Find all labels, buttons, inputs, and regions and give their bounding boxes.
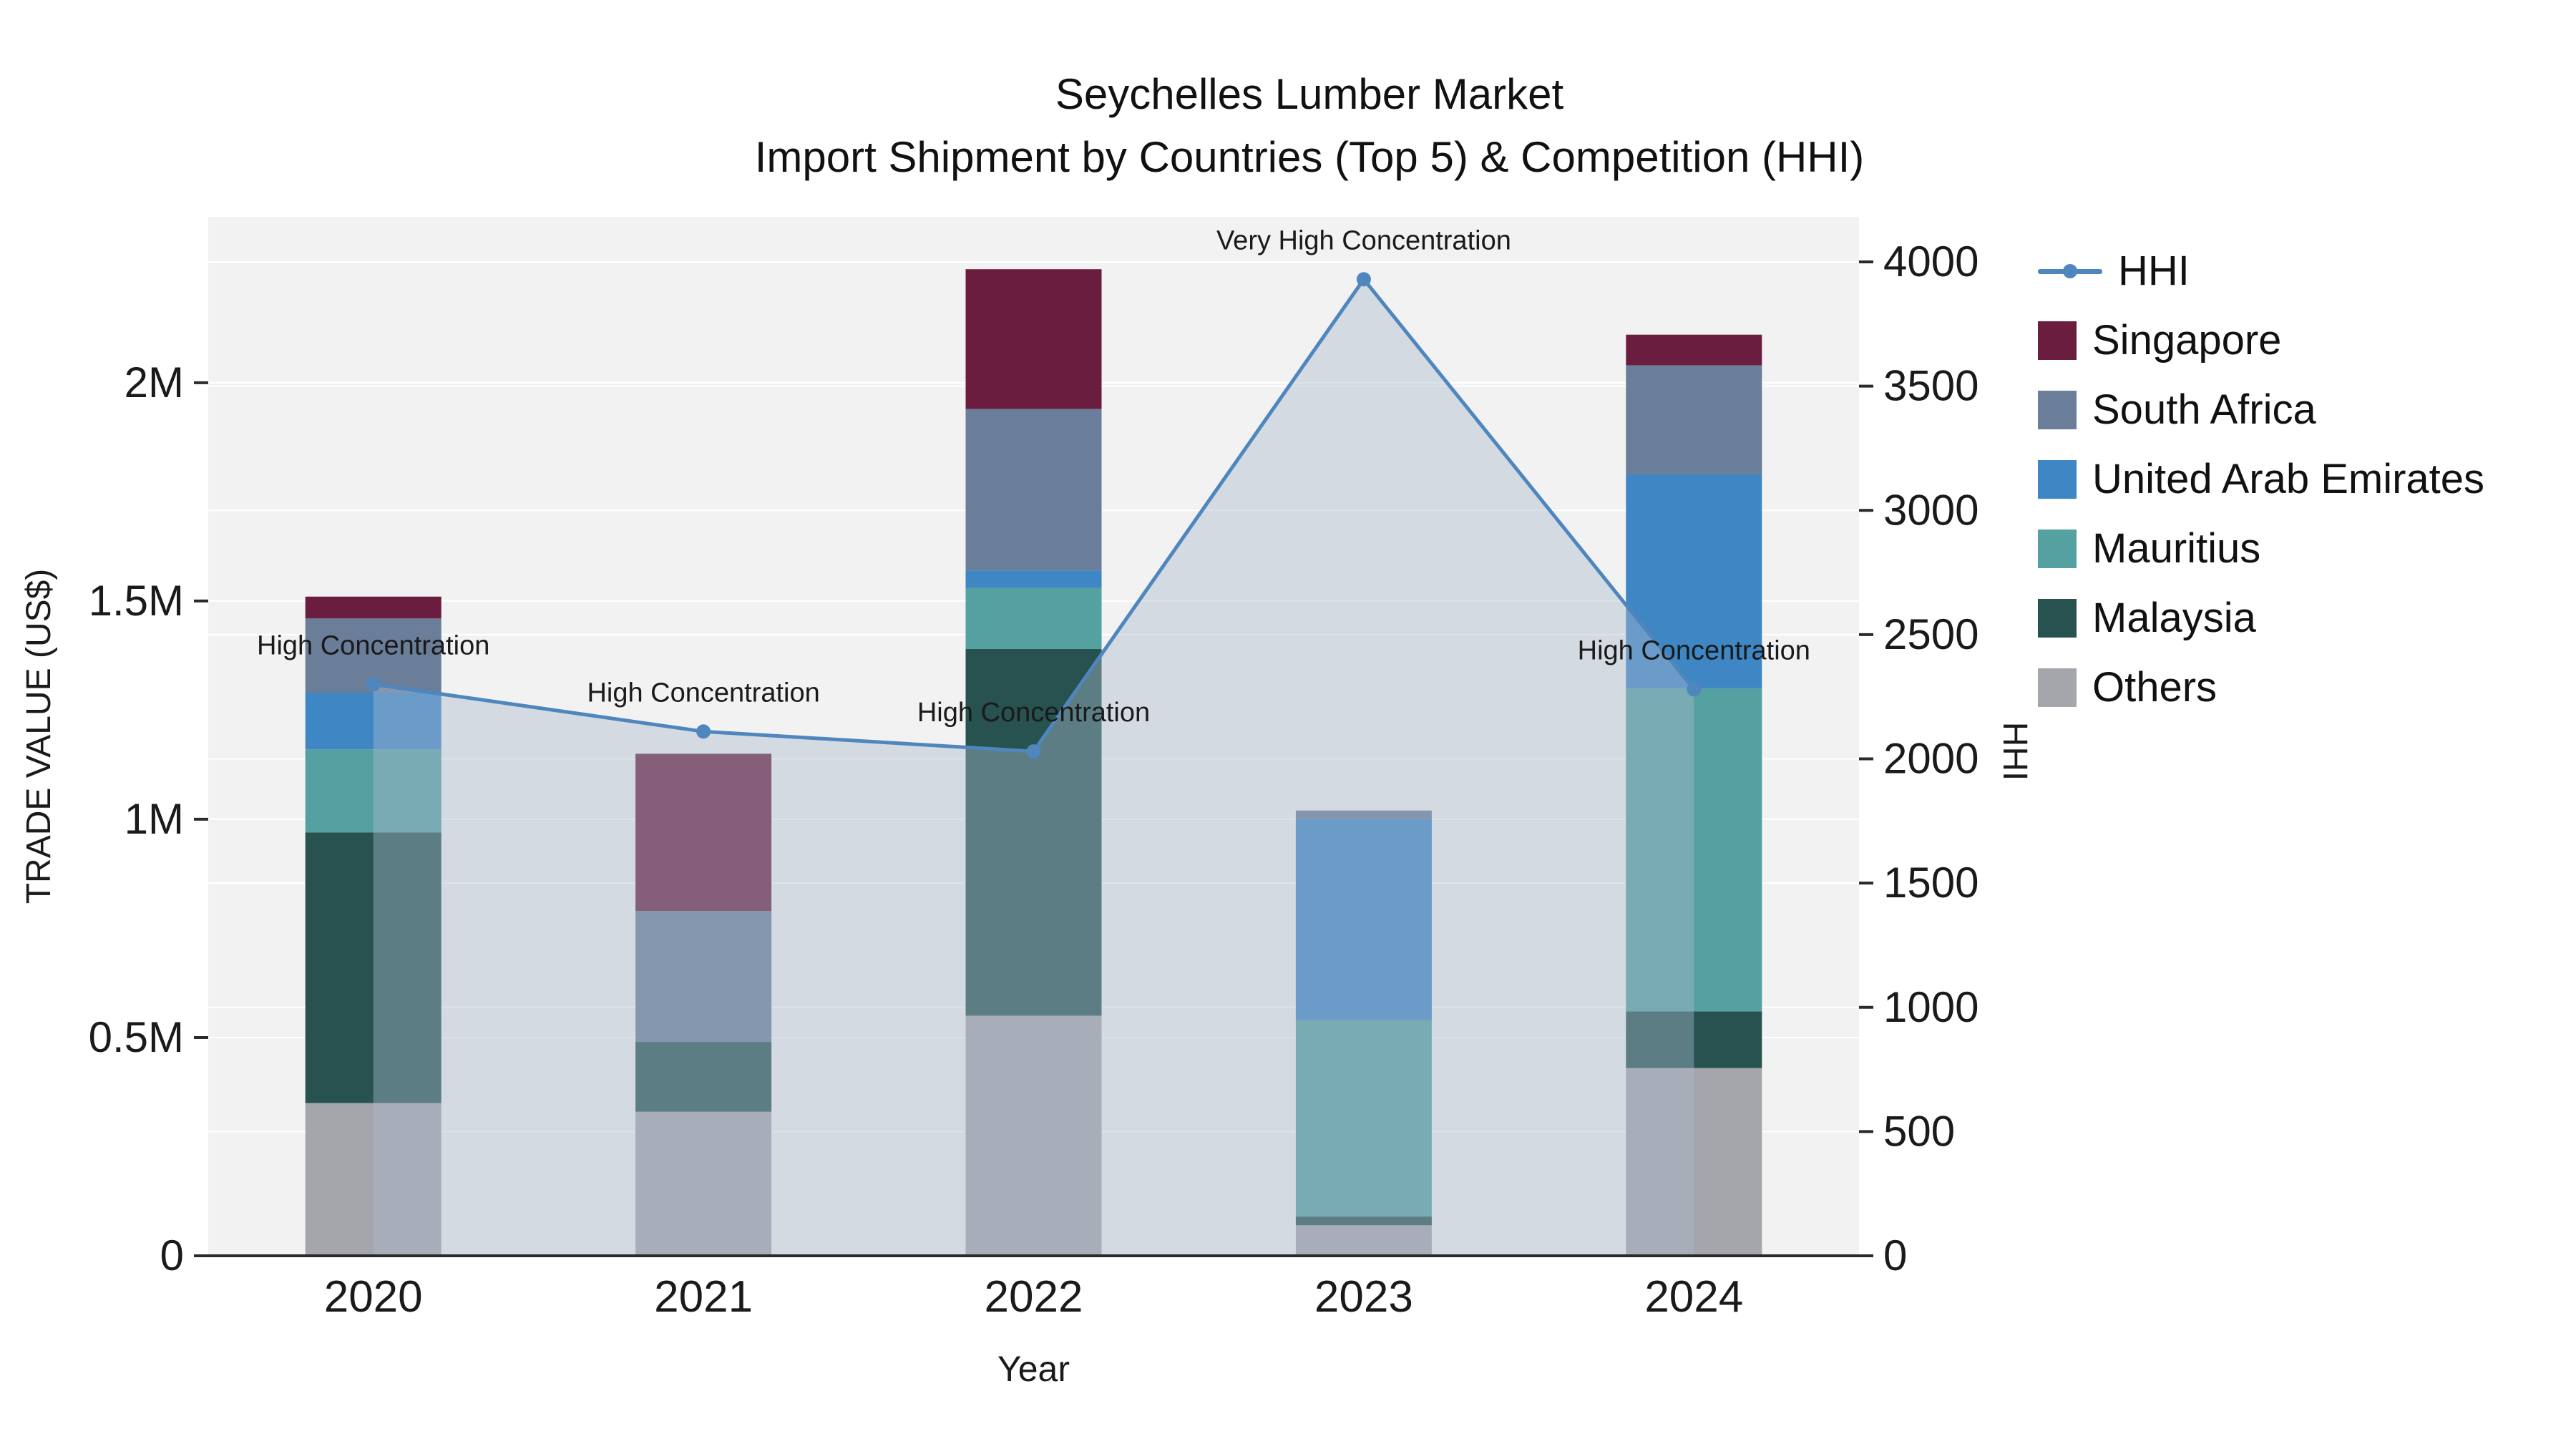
legend-swatch-icon <box>2038 598 2077 638</box>
legend-label: Malaysia <box>2092 595 2256 641</box>
bar-segment-malaysia-2023 <box>1295 1216 1432 1226</box>
legend-label: Singapore <box>2092 317 2282 364</box>
x-axis-title: Year <box>997 1349 1070 1389</box>
chart-title-block: Seychelles Lumber Market Import Shipment… <box>21 63 2576 189</box>
bar-segment-south-africa-2022 <box>965 409 1102 571</box>
bar-segment-others-2024 <box>1626 1068 1762 1256</box>
right-tick-label: 2000 <box>1883 735 1979 783</box>
bar-segment-singapore-2021 <box>635 753 772 912</box>
legend-swatch-icon <box>2038 529 2077 568</box>
x-tick-label-2023: 2023 <box>1314 1272 1413 1322</box>
legend-item-mauritius[interactable]: Mauritius <box>2038 514 2484 583</box>
chart-subtitle: Import Shipment by Countries (Top 5) & C… <box>754 133 1865 181</box>
legend-item-singapore[interactable]: Singapore <box>2038 306 2484 375</box>
left-tick-label: 0 <box>160 1231 184 1279</box>
bar-segment-malaysia-2021 <box>635 1042 772 1112</box>
bar-segment-malaysia-2020 <box>305 832 441 1103</box>
legend-swatch-icon <box>2038 668 2077 707</box>
legend-label: HHI <box>2118 248 2190 294</box>
right-tick-label: 2500 <box>1883 610 1979 658</box>
legend: HHI Singapore South Africa United Arab Emir… <box>2038 236 2484 722</box>
chart-title: Seychelles Lumber Market <box>1055 70 1564 118</box>
legend-swatch-icon <box>2038 321 2077 360</box>
x-tick-label-2021: 2021 <box>654 1272 753 1322</box>
right-tick-label: 1000 <box>1883 983 1979 1031</box>
bar-segment-singapore-2020 <box>305 596 441 619</box>
left-tick-label: 0.5M <box>89 1013 184 1061</box>
right-tick-label: 500 <box>1883 1107 1955 1155</box>
annotation-2020: High Concentration <box>257 630 489 660</box>
x-tick-label-2022: 2022 <box>985 1272 1083 1322</box>
hhi-marker-2021 <box>696 724 711 739</box>
bar-segment-united-arab-emirates-2020 <box>305 692 441 750</box>
x-tick-label-2024: 2024 <box>1644 1272 1743 1322</box>
hhi-marker-2024 <box>1687 682 1702 697</box>
bar-segment-malaysia-2022 <box>965 648 1102 1016</box>
hhi-area-fill <box>373 279 1694 1256</box>
legend-item-others[interactable]: Others <box>2038 653 2484 722</box>
legend-swatch-icon <box>2038 390 2077 429</box>
legend-label: Others <box>2092 664 2218 711</box>
bar-segment-others-2020 <box>305 1103 441 1256</box>
bar-segment-south-africa-2021 <box>635 911 772 1043</box>
hhi-marker-2020 <box>366 677 381 692</box>
right-tick-label: 4000 <box>1883 238 1979 286</box>
bar-segment-malaysia-2024 <box>1626 1011 1762 1068</box>
bar-segment-mauritius-2024 <box>1626 688 1762 1012</box>
annotation-2021: High Concentration <box>587 678 819 708</box>
bar-segment-singapore-2022 <box>965 269 1102 409</box>
bar-segment-others-2021 <box>635 1111 772 1256</box>
right-tick-label: 3500 <box>1883 362 1979 410</box>
bar-segment-mauritius-2023 <box>1295 1020 1432 1217</box>
hhi-marker-2022 <box>1026 744 1041 759</box>
bar-segment-south-africa-2024 <box>1626 365 1762 474</box>
bar-segment-mauritius-2022 <box>965 587 1102 649</box>
legend-item-hhi[interactable]: HHI <box>2038 236 2484 306</box>
bar-segment-others-2023 <box>1295 1225 1432 1256</box>
bar-segment-south-africa-2023 <box>1295 810 1432 819</box>
bar-segment-united-arab-emirates-2024 <box>1626 474 1762 688</box>
right-tick-label: 0 <box>1883 1231 1907 1279</box>
y-axis-title-left: TRADE VALUE (US$) <box>20 569 58 904</box>
legend-swatch-icon <box>2038 459 2077 499</box>
bar-segment-singapore-2024 <box>1626 334 1762 366</box>
bar-segment-others-2022 <box>965 1015 1102 1256</box>
annotation-2022: High Concentration <box>917 698 1150 728</box>
bar-segment-united-arab-emirates-2022 <box>965 570 1102 588</box>
annotation-2023: Very High Concentration <box>1216 225 1511 255</box>
bar-segment-mauritius-2020 <box>305 749 441 833</box>
x-tick-label-2020: 2020 <box>324 1272 423 1322</box>
legend-item-united-arab-emirates[interactable]: United Arab Emirates <box>2038 444 2484 514</box>
legend-label: United Arab Emirates <box>2092 456 2485 502</box>
legend-label: Mauritius <box>2092 525 2261 572</box>
bar-segment-united-arab-emirates-2023 <box>1295 819 1432 1020</box>
legend-item-south-africa[interactable]: South Africa <box>2038 375 2484 444</box>
annotation-2024: High Concentration <box>1578 635 1810 665</box>
left-tick-label: 1.5M <box>89 577 184 625</box>
left-tick-label: 1M <box>125 795 184 843</box>
left-tick-label: 2M <box>125 358 184 406</box>
legend-item-malaysia[interactable]: Malaysia <box>2038 583 2484 653</box>
hhi-line-swatch-icon <box>2038 252 2102 291</box>
hhi-marker-2023 <box>1356 272 1371 287</box>
legend-label: South Africa <box>2092 386 2316 433</box>
y-axis-title-right: HHI <box>1996 722 2034 781</box>
right-tick-label: 3000 <box>1883 486 1979 534</box>
right-tick-label: 1500 <box>1883 859 1979 907</box>
